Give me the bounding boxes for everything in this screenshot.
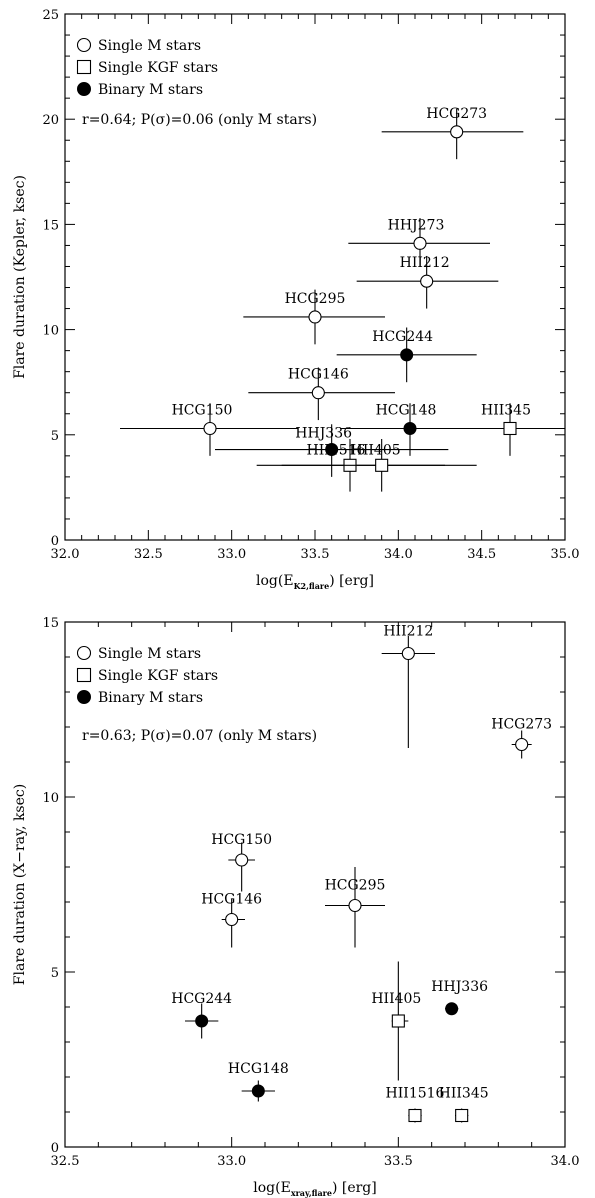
point-label: HHJ336 [295,426,352,442]
data-point-filled-circle [403,421,417,435]
plot-frame [64,621,566,1148]
y-tick-label: 15 [42,218,59,233]
point-label: HCG148 [376,402,437,418]
point-label: HII405 [371,991,421,1007]
point-label: HCG150 [211,832,272,848]
data-point-open-square [408,1108,422,1123]
y-tick-label: 10 [42,791,59,806]
data-point-open-circle [225,912,239,927]
legend-marker-open-square [76,59,92,75]
x-tick-label: 34.0 [384,547,413,562]
y-tick-label: 25 [42,8,59,23]
point-label: HCG273 [491,717,552,733]
data-point-open-circle [401,646,415,661]
x-axis-title-end: ) [erg] [332,1180,377,1196]
y-tick-label: 0 [51,534,59,549]
data-point-filled-circle [400,348,414,362]
point-label: HII212 [383,624,433,640]
x-axis-title-end: ) [erg] [329,573,374,589]
legend-marker-filled-circle [77,82,91,96]
data-point-open-circle [235,853,249,867]
point-label: HCG244 [372,329,433,345]
data-point-open-circle [311,386,325,400]
point-label: HCG146 [201,892,262,908]
x-axis-title: log(EK2,flare) [erg] [256,573,374,591]
data-point-open-square [455,1108,469,1123]
data-point-open-circle [515,737,529,752]
x-tick-label: 33.5 [301,547,330,562]
x-tick-label: 32.5 [51,1154,80,1169]
y-tick-label: 20 [42,113,59,128]
legend-entry: Single KGF stars [98,60,218,76]
data-point-open-circle [420,274,434,288]
y-tick-label: 5 [51,966,59,981]
data-point-open-square [391,1014,405,1028]
legend-marker-open-square [76,667,92,683]
y-axis-title: Flare duration (Kepler, ksec) [12,175,28,379]
x-axis-title-main: log(E [253,1180,291,1196]
point-label: HII1516 [386,1086,445,1102]
x-tick-label: 33.0 [217,547,246,562]
x-axis-title: log(Exray,flare) [erg] [253,1180,376,1198]
x-tick-label: 34.0 [551,1154,580,1169]
data-point-open-square [503,421,517,436]
point-label: HCG273 [426,106,487,122]
point-label: HCG146 [288,367,349,383]
point-label: HCG295 [285,291,346,307]
x-tick-label: 32.5 [134,547,163,562]
x-axis-title-main: log(E [256,573,294,589]
data-point-open-circle [413,236,427,250]
x-axis-title-subscript: K2,flare [294,581,330,591]
data-point-open-circle [203,421,217,436]
point-label: HHJ336 [431,979,488,995]
correlation-annotation: r=0.64; P(σ)=0.06 (only M stars) [82,112,317,128]
legend-entry: Binary M stars [98,690,203,706]
y-axis-title: Flare duration (X−ray, ksec) [12,784,28,985]
data-point-filled-circle [251,1084,265,1098]
correlation-annotation: r=0.63; P(σ)=0.07 (only M stars) [82,728,317,744]
legend-entry: Single KGF stars [98,668,218,684]
data-point-filled-circle [195,1014,209,1028]
point-label: HCG244 [171,991,232,1007]
point-label: HII345 [439,1086,489,1102]
y-tick-label: 5 [51,429,59,444]
y-tick-label: 0 [51,1141,59,1156]
legend-marker-filled-circle [77,690,91,704]
legend-marker-open-circle [76,645,92,661]
y-tick-label: 10 [42,324,59,339]
point-label: HII1516 [307,442,366,458]
point-label: HCG150 [172,402,233,418]
point-label: HII405 [351,442,401,458]
y-tick-label: 15 [42,616,59,631]
legend-entry: Single M stars [98,646,201,662]
point-label: HII345 [481,402,531,418]
x-tick-label: 33.5 [384,1154,413,1169]
chart-kepler-duration: 32.0 32.5 33.0 33.5 34.0 34.5 35.0 0 5 10 15 20 25 lo… [12,8,579,591]
point-label: HII212 [400,255,450,271]
x-tick-label: 33.0 [217,1154,246,1169]
data-point-open-circle [348,898,362,913]
legend-entry: Single M stars [98,38,201,54]
point-label: HHJ273 [388,217,445,233]
legend-marker-open-circle [76,37,92,53]
legend-entry: Binary M stars [98,82,203,98]
data-point-open-circle [308,310,322,324]
data-point-open-circle [450,125,464,139]
x-axis-title-subscript: xray,flare [291,1188,332,1198]
x-tick-label: 34.5 [467,547,496,562]
data-point-open-square [375,458,389,472]
chart-xray-duration: 32.5 33.0 33.5 34.0 0 5 10 15 log(Exray,flare) [… [12,616,579,1198]
data-point-filled-circle [445,1002,459,1016]
point-label: HCG295 [325,878,386,894]
x-tick-label: 32.0 [51,547,80,562]
data-point-filled-circle [325,443,339,457]
point-label: HCG148 [228,1061,289,1077]
x-tick-label: 35.0 [551,547,580,562]
